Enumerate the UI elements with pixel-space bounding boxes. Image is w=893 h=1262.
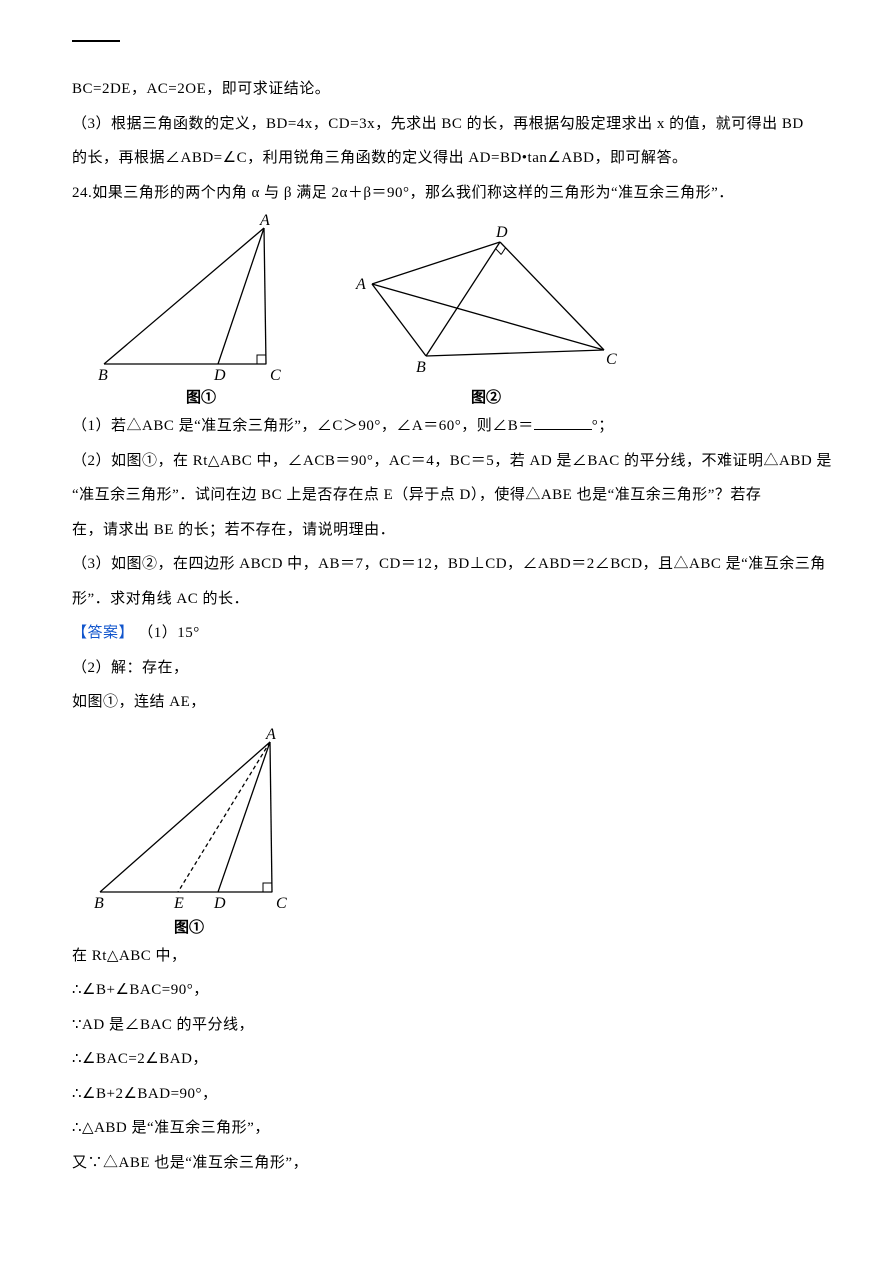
header-rule	[72, 40, 120, 42]
q24-part1-b: °；	[592, 418, 614, 434]
q24-part1: （1）若△ABC 是“准互余三角形”，∠C＞90°，∠A＝60°，则∠B＝ °；	[72, 409, 821, 444]
q24-part2-c: 在，请求出 BE 的长；若不存在，请说明理由．	[72, 513, 821, 548]
figure-2: A B C D	[346, 224, 626, 384]
prev-line-2: （3）根据三角函数的定义，BD=4x，CD=3x，先求出 BC 的长，再根据勾股…	[72, 107, 821, 142]
prev-line-1: BC=2DE，AC=2OE，即可求证结论。	[72, 72, 821, 107]
answer-1: （1）15°	[138, 625, 200, 641]
figure-1-col: A B C D 图①	[96, 214, 306, 407]
figure-3-label: 图①	[174, 916, 821, 937]
q24-stem: 24.如果三角形的两个内角 α 与 β 满足 2α＋β＝90°，那么我们称这样的…	[72, 176, 821, 211]
svg-text:D: D	[495, 224, 508, 241]
q24-part2-b: “准互余三角形”．试问在边 BC 上是否存在点 E（异于点 D），使得△ABE …	[72, 478, 821, 513]
svg-text:C: C	[276, 895, 287, 912]
figure-1: A B C D	[96, 214, 306, 384]
figure-2-col: A B C D 图②	[346, 224, 626, 407]
answer-label: 【答案】	[72, 625, 134, 641]
figure-2-label: 图②	[471, 386, 501, 407]
sol2-f: ∴∠BAC=2∠BAD，	[72, 1042, 821, 1077]
svg-text:B: B	[416, 359, 426, 376]
sol2-a: （2）解：存在，	[72, 651, 821, 686]
sol2-g: ∴∠B+2∠BAD=90°，	[72, 1077, 821, 1112]
answer-line-1: 【答案】 （1）15°	[72, 616, 821, 651]
q24-part1-a: （1）若△ABC 是“准互余三角形”，∠C＞90°，∠A＝60°，则∠B＝	[72, 418, 534, 434]
figure-3: A B C D E	[90, 724, 310, 914]
svg-text:B: B	[94, 895, 104, 912]
sol2-e: ∵AD 是∠BAC 的平分线，	[72, 1008, 821, 1043]
svg-text:E: E	[173, 895, 184, 912]
sol2-i: 又∵△ABE 也是“准互余三角形”，	[72, 1146, 821, 1181]
sol2-b: 如图①，连结 AE，	[72, 685, 821, 720]
prev-line-3: 的长，再根据∠ABD=∠C，利用锐角三角函数的定义得出 AD=BD•tan∠AB…	[72, 141, 821, 176]
svg-text:C: C	[606, 351, 617, 368]
svg-text:D: D	[213, 895, 226, 912]
q24-part2-a: （2）如图①，在 Rt△ABC 中，∠ACB＝90°，AC＝4，BC＝5，若 A…	[72, 444, 821, 479]
q24-part3-b: 形”．求对角线 AC 的长．	[72, 582, 821, 617]
svg-text:A: A	[259, 214, 270, 229]
svg-text:A: A	[265, 726, 276, 743]
page-content: BC=2DE，AC=2OE，即可求证结论。 （3）根据三角函数的定义，BD=4x…	[72, 48, 821, 1180]
figure-row: A B C D 图① A B C D 图②	[96, 214, 821, 407]
svg-text:A: A	[355, 276, 366, 293]
figure-3-wrap: A B C D E 图①	[90, 724, 821, 937]
sol2-d: ∴∠B+∠BAC=90°，	[72, 973, 821, 1008]
q24-part3-a: （3）如图②，在四边形 ABCD 中，AB＝7，CD＝12，BD⊥CD，∠ABD…	[72, 547, 821, 582]
svg-text:B: B	[98, 367, 108, 384]
figure-1-label: 图①	[186, 386, 216, 407]
svg-text:D: D	[213, 367, 226, 384]
blank-angle-b	[534, 417, 592, 431]
sol2-h: ∴△ABD 是“准互余三角形”，	[72, 1111, 821, 1146]
sol2-c: 在 Rt△ABC 中，	[72, 939, 821, 974]
svg-text:C: C	[270, 367, 281, 384]
